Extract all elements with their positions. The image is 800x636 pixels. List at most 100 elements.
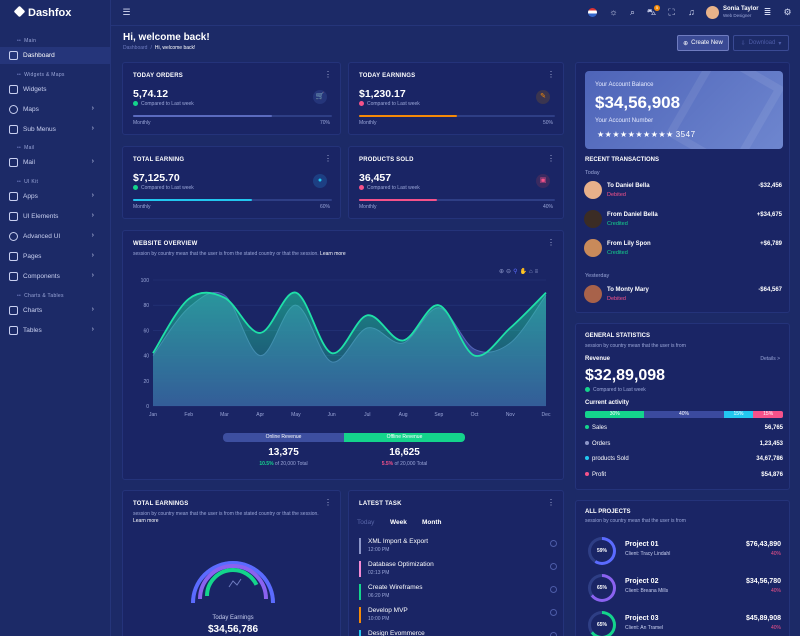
- plus-circle-icon: ⊕: [683, 40, 689, 47]
- sidebar-item-label: Components: [23, 273, 60, 280]
- sidebar-item-advanced-ui[interactable]: Advanced UI ›: [0, 228, 111, 245]
- search-icon[interactable]: ⌕: [629, 7, 636, 17]
- zoom-out-icon[interactable]: ⊖: [506, 269, 514, 275]
- task-item[interactable]: Develop MVP 10:00 PM: [359, 606, 557, 626]
- transaction-row[interactable]: To Daniel Bella Debited -$32,456: [584, 181, 784, 203]
- task-item[interactable]: XML Import & Export 12:00 PM: [359, 537, 557, 557]
- zoom-in-icon[interactable]: ⊕: [499, 269, 507, 275]
- download-button[interactable]: ⇩ Download ▾: [733, 35, 789, 51]
- task-item[interactable]: Database Optimization 02:13 PM: [359, 560, 557, 580]
- more-vertical-icon[interactable]: ⋮: [324, 498, 332, 507]
- kpi-pct: 70%: [319, 120, 330, 126]
- more-vertical-icon[interactable]: ⋮: [547, 154, 555, 163]
- sidebar-item-charts[interactable]: Charts ›: [0, 302, 111, 319]
- transaction-name: From Daniel Bella: [607, 212, 658, 218]
- sidebar-item-apps[interactable]: Apps ›: [0, 188, 111, 205]
- trend-down-icon: [359, 185, 364, 191]
- breadcrumb-root[interactable]: Dashboard: [123, 45, 148, 51]
- task-checkbox[interactable]: [550, 632, 557, 636]
- hamburger-menu-icon[interactable]: ☰: [122, 7, 131, 17]
- details-link[interactable]: Details >: [760, 356, 780, 362]
- overview-title: WEBSITE OVERVIEW: [133, 241, 198, 247]
- sidebar-item-components[interactable]: Components ›: [0, 268, 111, 285]
- earnings-radial-chart: [191, 561, 275, 604]
- latest-task-card: LATEST TASK ⋮ Today Week Month XML Impor…: [348, 490, 564, 636]
- sidebar-item-sub-menus[interactable]: Sub Menus ›: [0, 121, 111, 138]
- transaction-row[interactable]: To Monty Mary Debited -$64,567: [584, 285, 784, 307]
- fullscreen-icon[interactable]: ⛶: [668, 7, 675, 17]
- create-new-button[interactable]: ⊕ Create New: [677, 35, 729, 51]
- learn-more-link[interactable]: Learn more: [133, 518, 159, 524]
- more-vertical-icon[interactable]: ⋮: [547, 238, 555, 247]
- online-revenue-legend[interactable]: Online Revenue: [223, 433, 344, 442]
- transaction-row[interactable]: From Lily Spon Credited +$6,789: [584, 239, 784, 261]
- tab-today[interactable]: Today: [357, 519, 375, 526]
- y-tick-label: 0: [146, 404, 149, 410]
- user-name[interactable]: Sonia Taylor: [723, 6, 759, 12]
- tab-month[interactable]: Month: [422, 519, 442, 526]
- task-item[interactable]: Design Evommerce: [359, 629, 557, 636]
- task-checkbox[interactable]: [550, 540, 557, 547]
- online-revenue-note: 10.5% of 20,000 Total: [259, 461, 308, 467]
- sidebar-item-ui-elements[interactable]: UI Elements ›: [0, 208, 111, 225]
- balance-label: Your Account Balance: [595, 82, 654, 88]
- trend-up-icon: [133, 185, 138, 191]
- sidebar-item-label: Tables: [23, 327, 42, 334]
- legend-dot: [585, 440, 589, 445]
- kpi-foot: Monthly: [133, 120, 151, 126]
- more-vertical-icon[interactable]: ⋮: [547, 498, 555, 507]
- kpi-title: PRODUCTS SOLD: [359, 157, 414, 163]
- menu-icon[interactable]: ≡: [534, 269, 541, 275]
- series-line-1[interactable]: [152, 291, 547, 357]
- avatar: [584, 210, 602, 228]
- task-item[interactable]: Create Wireframes 06:20 PM: [359, 583, 557, 603]
- sidebar-item-mail[interactable]: Mail ›: [0, 154, 111, 171]
- sidebar-item-tables[interactable]: Tables ›: [0, 322, 111, 339]
- transaction-row[interactable]: From Daniel Bella Credited +$34,675: [584, 210, 784, 232]
- avatar[interactable]: [706, 6, 719, 19]
- total-earnings-desc: session by country mean that the user is…: [133, 511, 319, 524]
- learn-more-link[interactable]: Learn more: [320, 251, 346, 257]
- breadcrumb-separator: /: [150, 45, 152, 51]
- magnifier-icon[interactable]: ⚲: [513, 269, 520, 275]
- more-vertical-icon[interactable]: ⋮: [324, 154, 332, 163]
- sun-icon[interactable]: ☼: [609, 7, 618, 17]
- home-icon[interactable]: ⌂: [528, 269, 535, 275]
- more-vertical-icon[interactable]: ⋮: [547, 70, 555, 79]
- sidebar-item-maps[interactable]: Maps ›: [0, 101, 111, 118]
- avatar: [584, 285, 602, 303]
- brand[interactable]: Dashfox: [0, 0, 111, 26]
- cart-icon[interactable]: ⛍: [646, 7, 657, 17]
- revenue-note: Compared to Last week: [585, 387, 646, 393]
- task-checkbox[interactable]: [550, 563, 557, 570]
- sidebar-item-label: Mail: [23, 159, 35, 166]
- x-tick-label: Dec: [542, 412, 551, 418]
- x-tick-label: Oct: [471, 412, 479, 418]
- kpi-note: Compared to Last week: [133, 101, 194, 107]
- sidebar-item-widgets[interactable]: Widgets: [0, 81, 111, 98]
- balance-value: $34,56,908: [595, 93, 681, 112]
- sidebar-category-charts: Charts & Tables: [17, 293, 64, 299]
- pan-icon[interactable]: ✋: [519, 269, 529, 275]
- sidebar-item-dashboard[interactable]: Dashboard: [0, 47, 111, 64]
- transactions-title: RECENT TRANSACTIONS: [585, 157, 660, 163]
- task-checkbox[interactable]: [550, 609, 557, 616]
- project-row[interactable]: 65% Project 02 Client: Breana Mills $34,56,…: [576, 573, 789, 603]
- project-row[interactable]: 65% Project 03 Client: An Tramel $45,89,908…: [576, 610, 789, 636]
- transaction-status: Debited: [607, 296, 626, 302]
- bell-icon[interactable]: ♫: [688, 7, 695, 17]
- flag-icon[interactable]: [588, 8, 597, 17]
- sidebar-item-pages[interactable]: Pages ›: [0, 248, 111, 265]
- activity-segment: 40%: [644, 411, 724, 418]
- stats-row-value: 34,67,786: [756, 456, 783, 462]
- tab-week[interactable]: Week: [390, 519, 407, 526]
- y-tick-label: 80: [143, 303, 149, 309]
- more-vertical-icon[interactable]: ⋮: [324, 70, 332, 79]
- task-color-marker: [359, 584, 361, 600]
- offline-revenue-legend[interactable]: Offline Revenue: [344, 433, 465, 442]
- gear-icon[interactable]: ⚙: [783, 7, 792, 17]
- project-row[interactable]: 59% Project 01 Client: Tracy Lindahl $76,43…: [576, 536, 789, 566]
- task-checkbox[interactable]: [550, 586, 557, 593]
- x-tick-label: Jun: [328, 412, 336, 418]
- grid-menu-icon[interactable]: ≣: [763, 7, 772, 17]
